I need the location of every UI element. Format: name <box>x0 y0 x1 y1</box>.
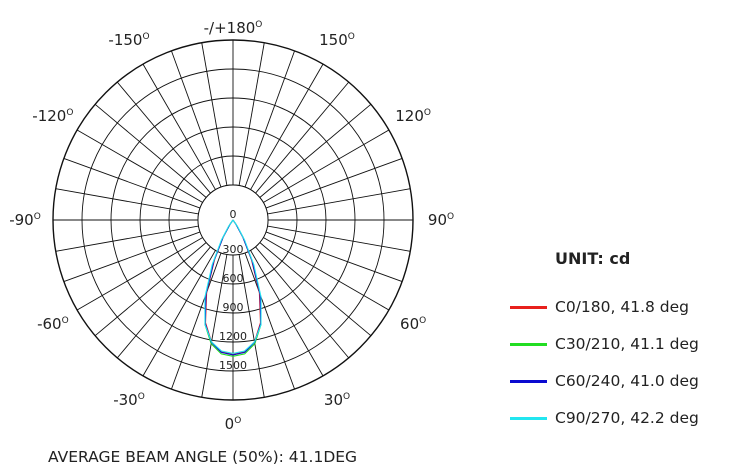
grid-spoke <box>55 188 199 215</box>
legend-item-c90: C90/270, 42.2 deg <box>510 408 699 428</box>
legend-label-c0: C0/180, 41.8 deg <box>555 298 689 316</box>
grid-spoke <box>171 50 222 188</box>
angle-label: -90O <box>9 211 41 229</box>
grid-ring <box>168 155 298 285</box>
grid-spoke <box>244 252 295 390</box>
grid-spoke <box>201 254 228 398</box>
angle-label: 120O <box>395 107 431 125</box>
legend-item-c60: C60/240, 41.0 deg <box>510 371 699 391</box>
unit-title: UNIT: cd <box>555 249 631 268</box>
angle-label: 150O <box>319 31 355 49</box>
grid-ring <box>52 39 414 401</box>
grid-spoke <box>265 231 403 282</box>
grid-spoke <box>255 246 350 359</box>
polar-chart: 0 300 600 900 1200 1500 -/+180O -150O 150O -120O 1… <box>9 19 454 433</box>
grid-spoke <box>55 225 199 252</box>
grid-spoke <box>94 242 207 337</box>
radial-tick-label: 300 <box>223 243 244 256</box>
angle-label: 60O <box>400 315 426 333</box>
beam-angle-footer: AVERAGE BEAM ANGLE (50%): 41.1DEG <box>48 448 358 466</box>
legend-swatch-c60 <box>510 379 547 383</box>
legend-swatch-c90 <box>510 416 547 420</box>
grid-spoke <box>267 188 411 215</box>
angle-label: -60O <box>37 315 69 333</box>
grid-spoke <box>94 103 207 198</box>
radial-tick-label: 1200 <box>219 330 247 343</box>
grid-spoke <box>142 250 216 377</box>
grid-spoke <box>255 81 350 194</box>
grid-spoke <box>116 81 211 194</box>
grid-spoke <box>201 42 228 186</box>
grid-spoke <box>263 129 390 203</box>
grid-spoke <box>259 103 372 198</box>
radial-tick-label: 900 <box>223 301 244 314</box>
grid-spoke <box>259 242 372 337</box>
radial-tick-label: 1500 <box>219 359 247 372</box>
legend-item-c30: C30/210, 41.1 deg <box>510 334 699 354</box>
grid-spoke <box>238 42 265 186</box>
grid-spoke <box>263 237 390 311</box>
legend-swatch-c30 <box>510 342 547 346</box>
angle-label: 0O <box>225 415 242 433</box>
grid-spoke <box>250 250 324 377</box>
legend-item-c0: C0/180, 41.8 deg <box>510 297 689 317</box>
grid-spoke <box>63 158 201 209</box>
angle-label: -150O <box>108 31 149 49</box>
grid-spoke <box>116 246 211 359</box>
grid-spoke <box>250 63 324 190</box>
angle-label: -120O <box>32 107 73 125</box>
grid-spoke <box>76 237 203 311</box>
angle-label: -/+180O <box>204 19 263 37</box>
grid-spoke <box>63 231 201 282</box>
legend-swatch-c0 <box>510 305 547 309</box>
angle-label: -30O <box>113 391 145 409</box>
grid-spoke <box>265 158 403 209</box>
grid-ring <box>139 126 327 314</box>
angle-label: 90O <box>428 211 454 229</box>
grid-spoke <box>76 129 203 203</box>
grid-spoke <box>244 50 295 188</box>
grid-spoke <box>142 63 216 190</box>
grid-ring <box>81 68 385 372</box>
legend-label-c30: C30/210, 41.1 deg <box>555 335 699 353</box>
radial-tick-label: 0 <box>230 208 237 221</box>
grid-spoke <box>267 225 411 252</box>
curve-series-3 <box>204 219 262 354</box>
legend-label-c90: C90/270, 42.2 deg <box>555 409 699 427</box>
grid-ring <box>110 97 356 343</box>
angle-label: 30O <box>324 391 350 409</box>
legend-label-c60: C60/240, 41.0 deg <box>555 372 699 390</box>
grid-spoke <box>238 254 265 398</box>
grid-spoke <box>171 252 222 390</box>
radial-tick-label: 600 <box>223 272 244 285</box>
